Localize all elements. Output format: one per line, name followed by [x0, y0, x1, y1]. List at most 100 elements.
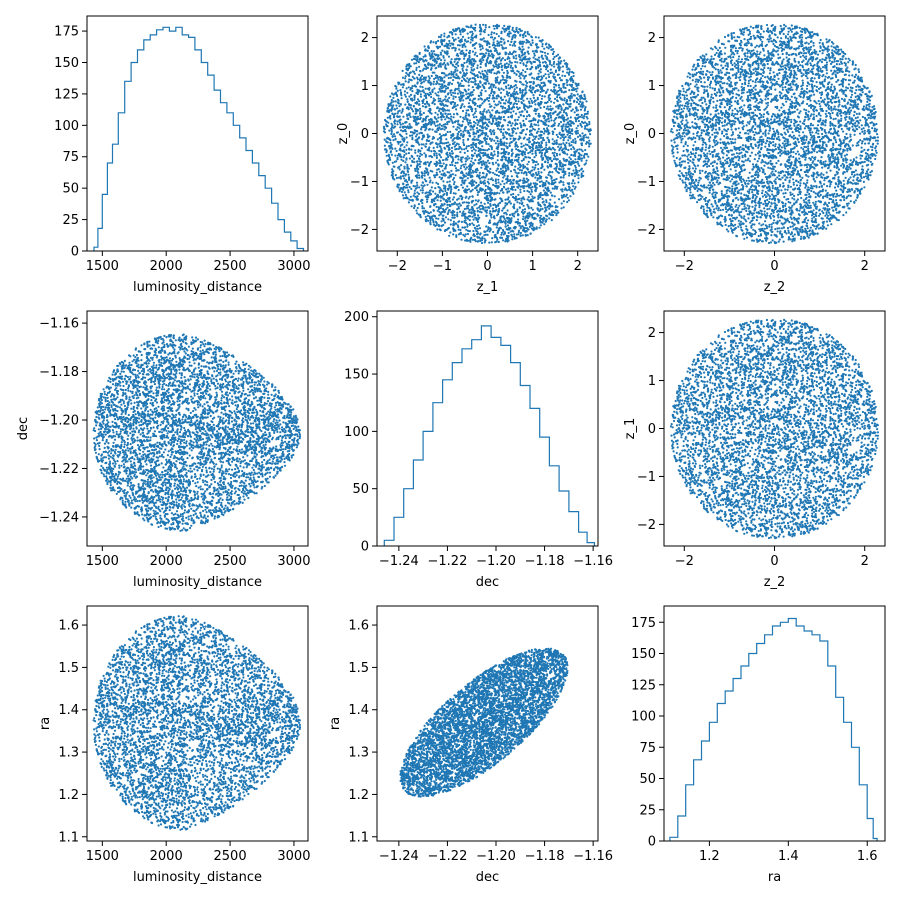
- scatter-point: [484, 82, 487, 85]
- scatter-point: [516, 220, 520, 224]
- scatter-point: [532, 212, 535, 216]
- scatter-point: [416, 191, 419, 194]
- scatter-point: [518, 55, 521, 58]
- scatter-point: [576, 148, 579, 151]
- scatter-point: [511, 134, 514, 137]
- scatter-point: [579, 94, 583, 97]
- scatter-point: [441, 159, 445, 162]
- histogram-bin: [278, 220, 284, 251]
- scatter-point: [561, 190, 564, 193]
- scatter-point: [567, 73, 571, 76]
- scatter-point: [524, 104, 527, 107]
- histogram-bin: [113, 144, 119, 251]
- scatter-point: [535, 67, 538, 70]
- scatter-point: [401, 174, 405, 178]
- scatter-point: [477, 190, 480, 194]
- scatter-point: [477, 94, 481, 98]
- scatter-point: [523, 106, 526, 109]
- scatter-point: [555, 169, 558, 172]
- scatter-point: [488, 69, 491, 72]
- scatter-point: [400, 186, 403, 190]
- scatter-point: [456, 142, 459, 145]
- scatter-point: [416, 133, 419, 136]
- scatter-point: [450, 89, 453, 92]
- scatter-point: [432, 83, 435, 86]
- scatter-point: [397, 83, 400, 86]
- scatter-point: [452, 178, 455, 181]
- scatter-point: [460, 28, 463, 31]
- scatter-point: [411, 75, 414, 78]
- scatter-point: [395, 149, 398, 153]
- scatter-point: [437, 162, 440, 165]
- scatter-point: [496, 140, 499, 143]
- scatter-point: [485, 161, 488, 164]
- scatter-point: [555, 116, 558, 120]
- scatter-point: [506, 202, 509, 205]
- scatter-point: [459, 204, 462, 207]
- scatter-point: [563, 147, 566, 150]
- scatter-point: [558, 161, 561, 164]
- scatter-point: [564, 128, 568, 131]
- scatter-point: [570, 92, 573, 95]
- scatter-point: [418, 143, 421, 146]
- scatter-point: [444, 95, 447, 98]
- scatter-point: [440, 33, 443, 37]
- scatter-point: [533, 185, 537, 188]
- scatter-point: [456, 208, 459, 211]
- scatter-point: [475, 115, 478, 118]
- scatter-point: [489, 204, 492, 207]
- scatter-point: [570, 144, 573, 147]
- scatter-point: [513, 33, 516, 36]
- scatter-point: [561, 70, 565, 73]
- scatter-point: [489, 193, 492, 196]
- scatter-point: [535, 186, 538, 189]
- scatter-point: [568, 127, 571, 131]
- scatter-point: [409, 93, 413, 96]
- scatter-point: [507, 53, 510, 56]
- scatter-point: [514, 188, 517, 191]
- scatter-point: [493, 139, 496, 142]
- scatter-point: [502, 128, 505, 131]
- scatter-point: [516, 108, 520, 111]
- scatter-point: [570, 96, 573, 99]
- scatter-point: [506, 147, 509, 150]
- scatter-point: [539, 221, 542, 224]
- scatter-point: [429, 211, 432, 214]
- scatter-point: [566, 196, 569, 199]
- scatter-point: [510, 38, 514, 41]
- scatter-point: [471, 138, 474, 141]
- scatter-point: [401, 170, 404, 173]
- scatter-point: [516, 145, 519, 148]
- scatter-point: [411, 144, 414, 147]
- scatter-point: [452, 79, 455, 82]
- scatter-point: [506, 164, 509, 167]
- scatter-point: [496, 238, 499, 241]
- scatter-point: [529, 193, 532, 196]
- scatter-point: [509, 137, 512, 140]
- scatter-point: [472, 89, 475, 92]
- scatter-point: [464, 157, 467, 160]
- scatter-point: [417, 213, 420, 216]
- scatter-point: [486, 56, 490, 59]
- scatter-point: [466, 225, 469, 228]
- scatter-point: [487, 197, 490, 200]
- scatter-point: [452, 91, 455, 94]
- scatter-point: [558, 153, 561, 156]
- scatter-point: [400, 111, 403, 114]
- scatter-point: [450, 150, 453, 153]
- scatter-point: [479, 129, 482, 132]
- scatter-point: [419, 152, 422, 155]
- scatter-point: [439, 204, 442, 208]
- scatter-point: [567, 148, 570, 152]
- scatter-point: [515, 57, 518, 60]
- scatter-point: [543, 105, 546, 109]
- scatter-point: [579, 115, 582, 118]
- scatter-point: [436, 128, 439, 131]
- scatter-point: [492, 54, 495, 57]
- scatter-point: [547, 156, 550, 159]
- scatter-point: [470, 80, 473, 83]
- scatter-point: [513, 227, 517, 230]
- scatter-point: [410, 181, 413, 184]
- scatter-point: [436, 146, 439, 149]
